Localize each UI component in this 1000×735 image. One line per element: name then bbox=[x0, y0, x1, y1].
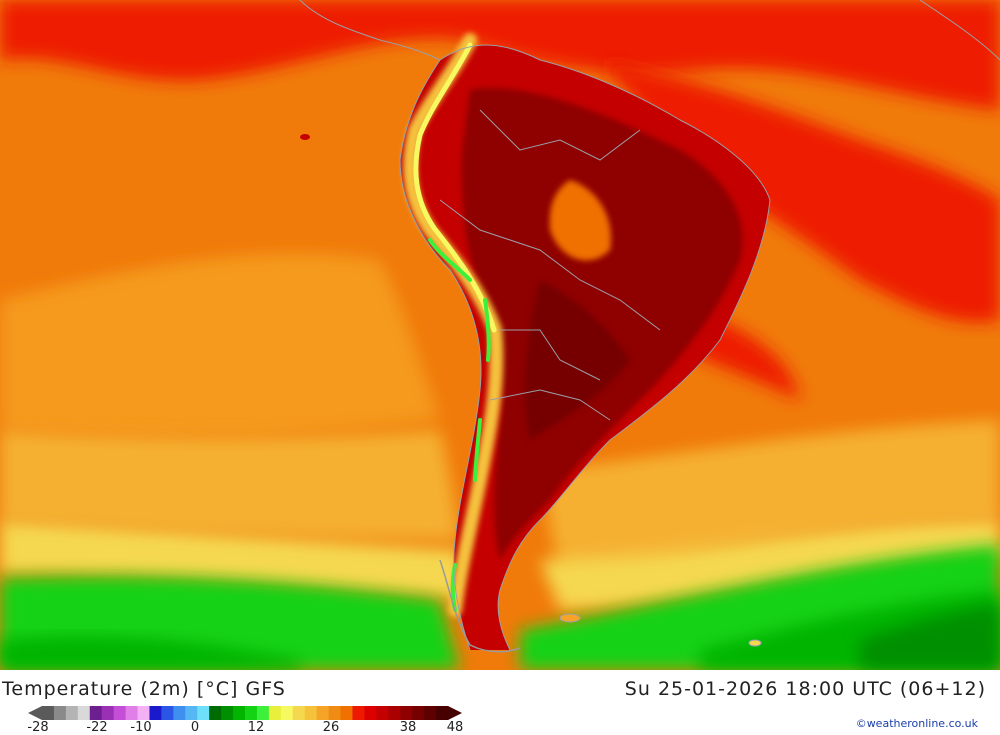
color-legend bbox=[28, 706, 462, 720]
map-title: Temperature (2m) [°C] GFS bbox=[2, 678, 286, 700]
legend-swatch bbox=[101, 706, 115, 720]
legend-swatch bbox=[42, 706, 55, 720]
legend-swatch bbox=[280, 706, 294, 720]
legend-swatch bbox=[53, 706, 67, 720]
legend-swatch bbox=[268, 706, 282, 720]
legend-swatch bbox=[209, 706, 222, 720]
legend-ticks: -28 -22 -10 0 12 26 38 48 bbox=[0, 720, 470, 735]
legend-swatch bbox=[149, 706, 162, 720]
legend-swatches bbox=[28, 706, 462, 720]
legend-swatch bbox=[316, 706, 330, 720]
legend-tick: 12 bbox=[247, 720, 265, 735]
legend-swatch bbox=[292, 706, 306, 720]
map-footer: Temperature (2m) [°C] GFS Su 25-01-2026 … bbox=[0, 670, 1000, 735]
legend-swatch bbox=[185, 706, 198, 720]
forecast-datetime: Su 25-01-2026 18:00 UTC (06+12) bbox=[624, 678, 986, 700]
legend-swatch bbox=[245, 706, 258, 720]
credit-link[interactable]: ©weatheronline.co.uk bbox=[855, 717, 978, 730]
legend-swatch bbox=[412, 706, 425, 720]
legend-swatch bbox=[304, 706, 318, 720]
legend-swatch bbox=[113, 706, 127, 720]
legend-tick: -22 bbox=[86, 720, 108, 735]
legend-arrow-right bbox=[448, 706, 462, 720]
legend-tick: -10 bbox=[130, 720, 152, 735]
south-america-landmass bbox=[400, 33, 770, 653]
legend-swatch bbox=[352, 706, 365, 720]
legend-tick: 48 bbox=[446, 720, 464, 735]
legend-swatch bbox=[436, 706, 449, 720]
legend-swatch bbox=[233, 706, 246, 720]
legend-swatch bbox=[364, 706, 377, 720]
legend-swatch bbox=[197, 706, 210, 720]
legend-swatch bbox=[161, 706, 174, 720]
legend-swatch bbox=[388, 706, 401, 720]
legend-swatch bbox=[77, 706, 91, 720]
legend-swatch bbox=[221, 706, 234, 720]
legend-swatch bbox=[256, 706, 270, 720]
legend-swatch bbox=[137, 706, 150, 720]
legend-arrow-left bbox=[28, 706, 42, 720]
legend-swatch bbox=[340, 706, 353, 720]
legend-tick: -28 bbox=[27, 720, 49, 735]
legend-swatch bbox=[328, 706, 342, 720]
country-borders bbox=[299, 0, 1000, 651]
legend-swatch bbox=[400, 706, 413, 720]
legend-tick: 26 bbox=[322, 720, 340, 735]
legend-swatch bbox=[125, 706, 139, 720]
legend-swatch bbox=[424, 706, 437, 720]
legend-swatch bbox=[376, 706, 389, 720]
legend-swatch bbox=[65, 706, 79, 720]
legend-swatch bbox=[173, 706, 186, 720]
temperature-map bbox=[0, 0, 1000, 670]
legend-swatch bbox=[89, 706, 103, 720]
legend-tick: 0 bbox=[190, 720, 200, 735]
legend-tick: 38 bbox=[399, 720, 417, 735]
small-islands bbox=[300, 134, 762, 647]
